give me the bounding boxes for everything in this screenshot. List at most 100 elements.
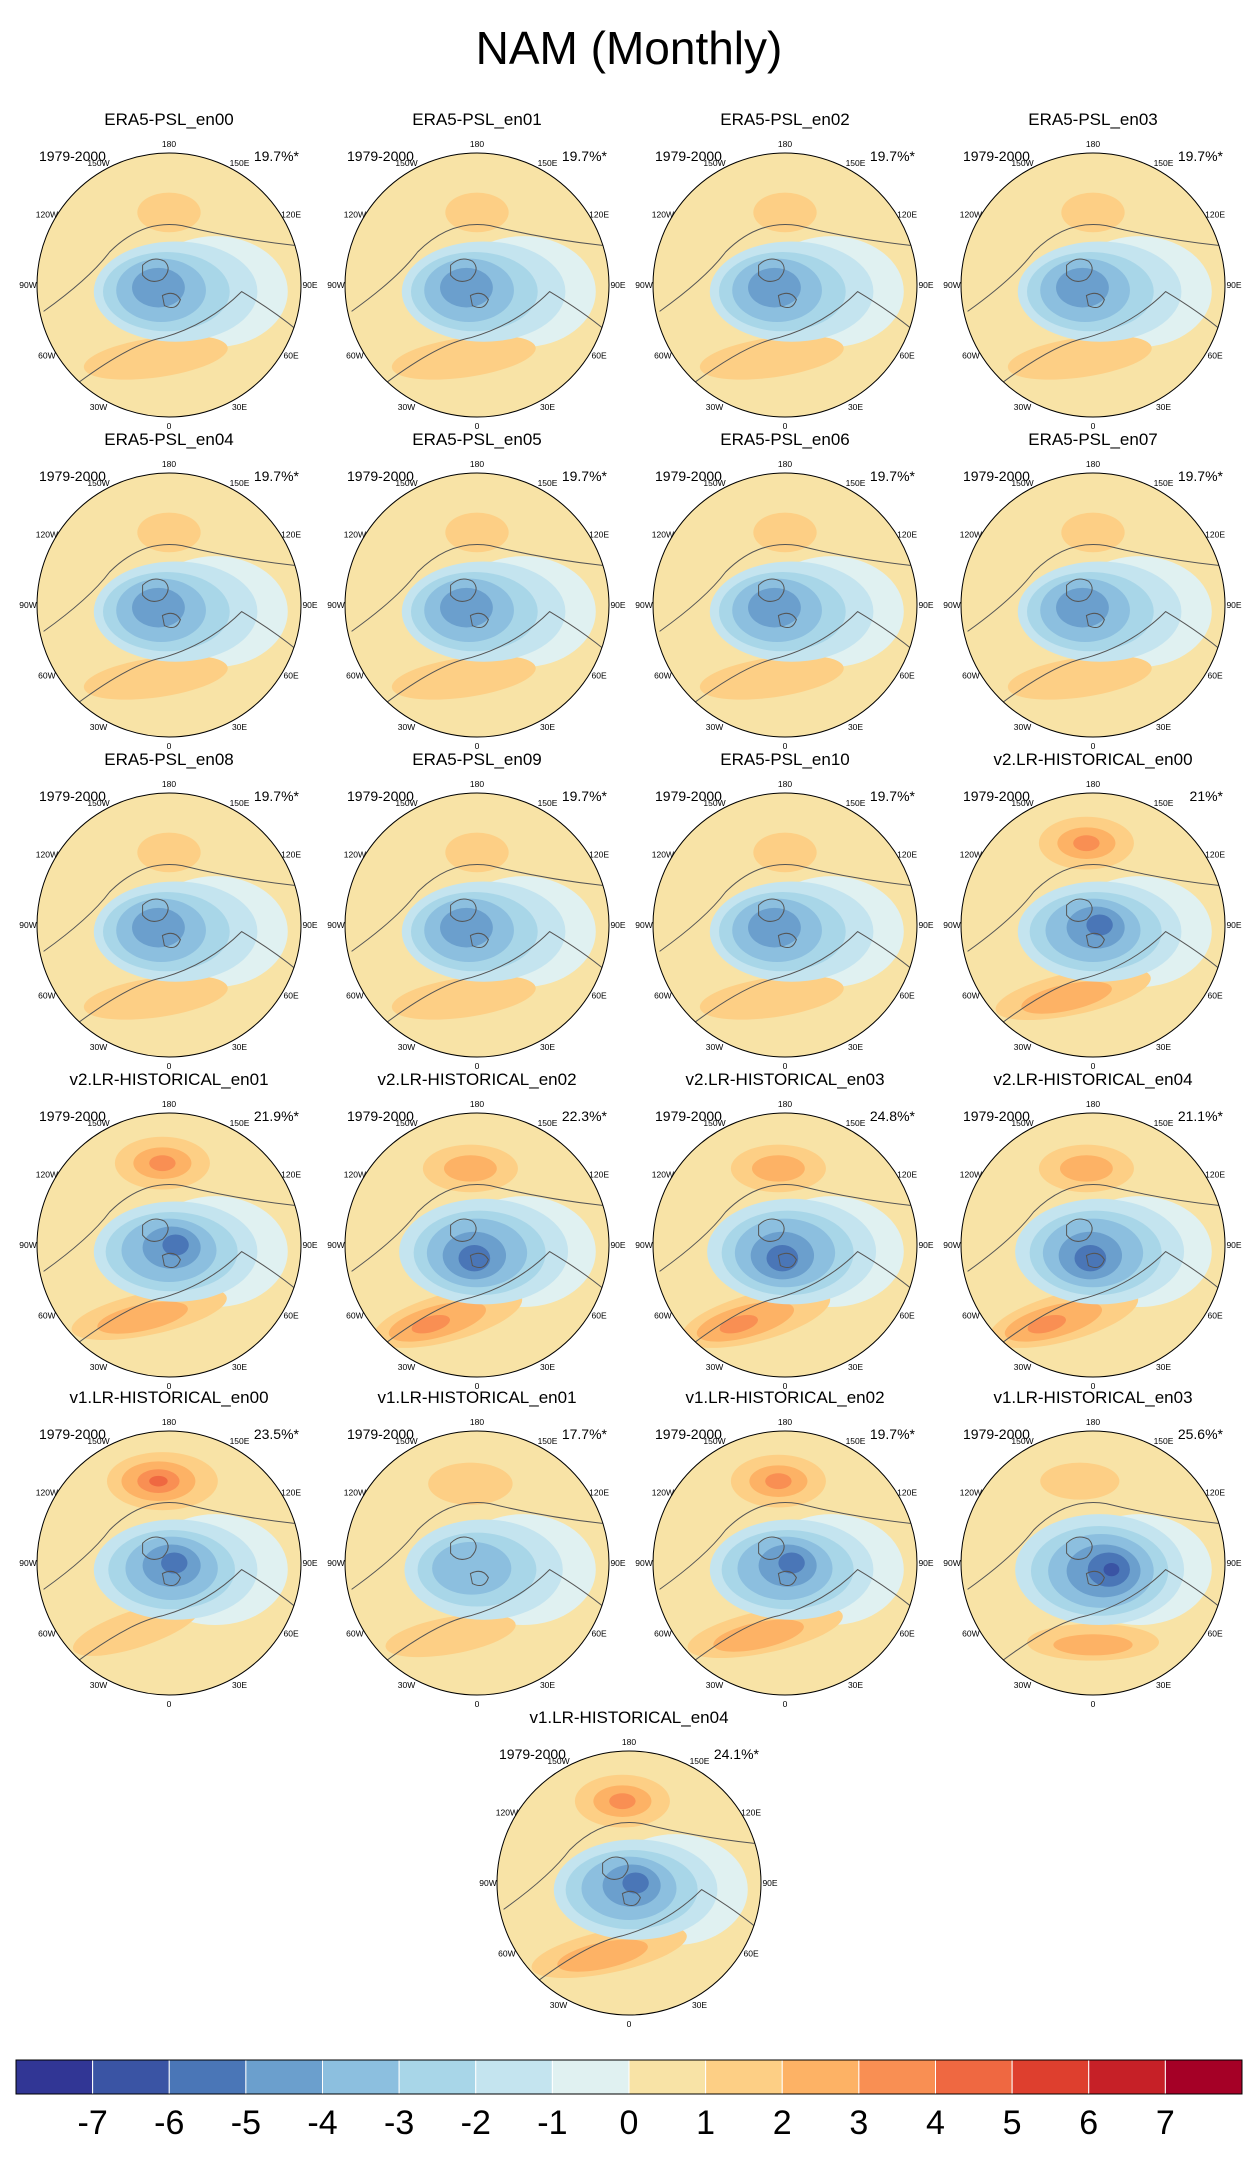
longitude-label: 180 xyxy=(470,1099,484,1109)
contour-fill xyxy=(83,335,228,380)
longitude-label: 30W xyxy=(706,1362,723,1372)
longitude-label: 30E xyxy=(1156,722,1171,732)
coastline xyxy=(43,544,299,705)
longitude-label: 120W xyxy=(36,530,58,540)
panel-title: v1.LR-HISTORICAL_en00 xyxy=(69,1388,268,1407)
longitude-label: 150W xyxy=(395,478,417,488)
contour-fill xyxy=(83,975,228,1020)
longitude-label: 150W xyxy=(703,1436,725,1446)
longitude-label: 0 xyxy=(167,421,172,431)
longitude-label: 180 xyxy=(778,1099,792,1109)
arctic-islands xyxy=(1066,258,1105,309)
map-boundary xyxy=(344,472,610,738)
longitude-label: 90W xyxy=(943,1240,960,1250)
panel-period: 1979-2000 xyxy=(655,468,722,484)
panel-percent: 22.3%* xyxy=(562,1108,608,1124)
contour-fill xyxy=(391,975,536,1020)
longitude-label: 30W xyxy=(1014,402,1031,412)
longitude-label: 90W xyxy=(327,1240,344,1250)
panel-title: ERA5-PSL_en03 xyxy=(1028,110,1157,129)
longitude-label: 90W xyxy=(479,1878,496,1888)
longitude-label: 0 xyxy=(475,1061,480,1071)
longitude-label: 60W xyxy=(346,1311,363,1321)
longitude-label: 180 xyxy=(778,779,792,789)
panel-percent: 21.1%* xyxy=(1178,1108,1224,1124)
longitude-label: 180 xyxy=(470,1417,484,1427)
contour-fill xyxy=(432,1541,512,1595)
longitude-label: 30W xyxy=(706,1042,723,1052)
longitude-label: 0 xyxy=(475,421,480,431)
longitude-label: 150E xyxy=(230,798,250,808)
coastline xyxy=(659,1502,915,1663)
longitude-label: 90W xyxy=(943,600,960,610)
arctic-islands xyxy=(758,1218,797,1269)
longitude-label: 30W xyxy=(1014,1042,1031,1052)
map-panel: ERA5-PSL_en00 1979-2000 19.7%* 180 150E 120E 9… xyxy=(19,110,318,431)
longitude-label: 30W xyxy=(398,722,415,732)
arctic-islands xyxy=(450,1536,489,1587)
longitude-label: 30E xyxy=(848,402,863,412)
contour-fill xyxy=(137,512,201,553)
longitude-label: 120W xyxy=(960,1170,982,1180)
longitude-label: 120E xyxy=(281,850,301,860)
panel-period: 1979-2000 xyxy=(499,1746,566,1762)
panel-title: ERA5-PSL_en00 xyxy=(104,110,233,129)
longitude-label: 120E xyxy=(1205,1170,1225,1180)
longitude-label: 30W xyxy=(706,402,723,412)
panel-period: 1979-2000 xyxy=(655,788,722,804)
panel-percent: 19.7%* xyxy=(562,468,608,484)
longitude-label: 150E xyxy=(230,1436,250,1446)
longitude-label: 90W xyxy=(635,280,652,290)
longitude-label: 150E xyxy=(1154,798,1174,808)
panel-percent: 21.9%* xyxy=(254,1108,300,1124)
panel-period: 1979-2000 xyxy=(39,148,106,164)
longitude-label: 150E xyxy=(846,478,866,488)
coastline xyxy=(43,224,299,385)
longitude-label: 60W xyxy=(498,1949,515,1959)
colorbar-tick-label: 1 xyxy=(696,2104,715,2142)
panel-percent: 19.7%* xyxy=(870,468,916,484)
panel-percent: 19.7%* xyxy=(254,788,300,804)
contour-fill xyxy=(699,655,844,700)
longitude-label: 180 xyxy=(1086,1417,1100,1427)
contour-fill xyxy=(609,1793,636,1810)
longitude-label: 0 xyxy=(783,741,788,751)
panel-title: v2.LR-HISTORICAL_en03 xyxy=(685,1070,884,1089)
contour-fill xyxy=(137,832,201,873)
longitude-label: 150E xyxy=(1154,478,1174,488)
longitude-label: 60E xyxy=(592,351,607,361)
longitude-label: 30E xyxy=(232,402,247,412)
panel-title: ERA5-PSL_en06 xyxy=(720,430,849,449)
coastline xyxy=(43,1502,299,1663)
coastline xyxy=(967,1502,1223,1663)
longitude-label: 60W xyxy=(346,351,363,361)
contour-fill xyxy=(753,192,817,233)
longitude-label: 60W xyxy=(38,351,55,361)
longitude-label: 150W xyxy=(395,158,417,168)
panel-title: ERA5-PSL_en07 xyxy=(1028,430,1157,449)
longitude-label: 90W xyxy=(635,920,652,930)
longitude-label: 120W xyxy=(960,530,982,540)
arctic-islands xyxy=(758,1536,797,1587)
longitude-label: 150W xyxy=(1011,1436,1033,1446)
longitude-label: 90E xyxy=(1226,1240,1241,1250)
contour-fill xyxy=(445,192,509,233)
longitude-label: 150W xyxy=(1011,798,1033,808)
longitude-label: 60W xyxy=(654,1311,671,1321)
panel-period: 1979-2000 xyxy=(39,1426,106,1442)
longitude-label: 60E xyxy=(592,991,607,1001)
longitude-label: 120W xyxy=(344,850,366,860)
longitude-label: 0 xyxy=(783,421,788,431)
map-panel: ERA5-PSL_en06 1979-2000 19.7%* 180 150E 120E 9… xyxy=(635,430,934,751)
map-panel: v2.LR-HISTORICAL_en02 1979-2000 22.3%* 180 1… xyxy=(327,1070,626,1391)
map-panel: v1.LR-HISTORICAL_en04 1979-2000 24.1%* 180 1… xyxy=(479,1708,778,2029)
longitude-label: 60E xyxy=(900,1629,915,1639)
longitude-label: 30W xyxy=(1014,1680,1031,1690)
panel-percent: 23.5%* xyxy=(254,1426,300,1442)
panel-percent: 24.8%* xyxy=(870,1108,916,1124)
panel-period: 1979-2000 xyxy=(963,148,1030,164)
colorbar-tick-label: -1 xyxy=(537,2104,567,2142)
longitude-label: 60W xyxy=(346,991,363,1001)
longitude-label: 30W xyxy=(706,1680,723,1690)
coastline xyxy=(659,224,915,385)
